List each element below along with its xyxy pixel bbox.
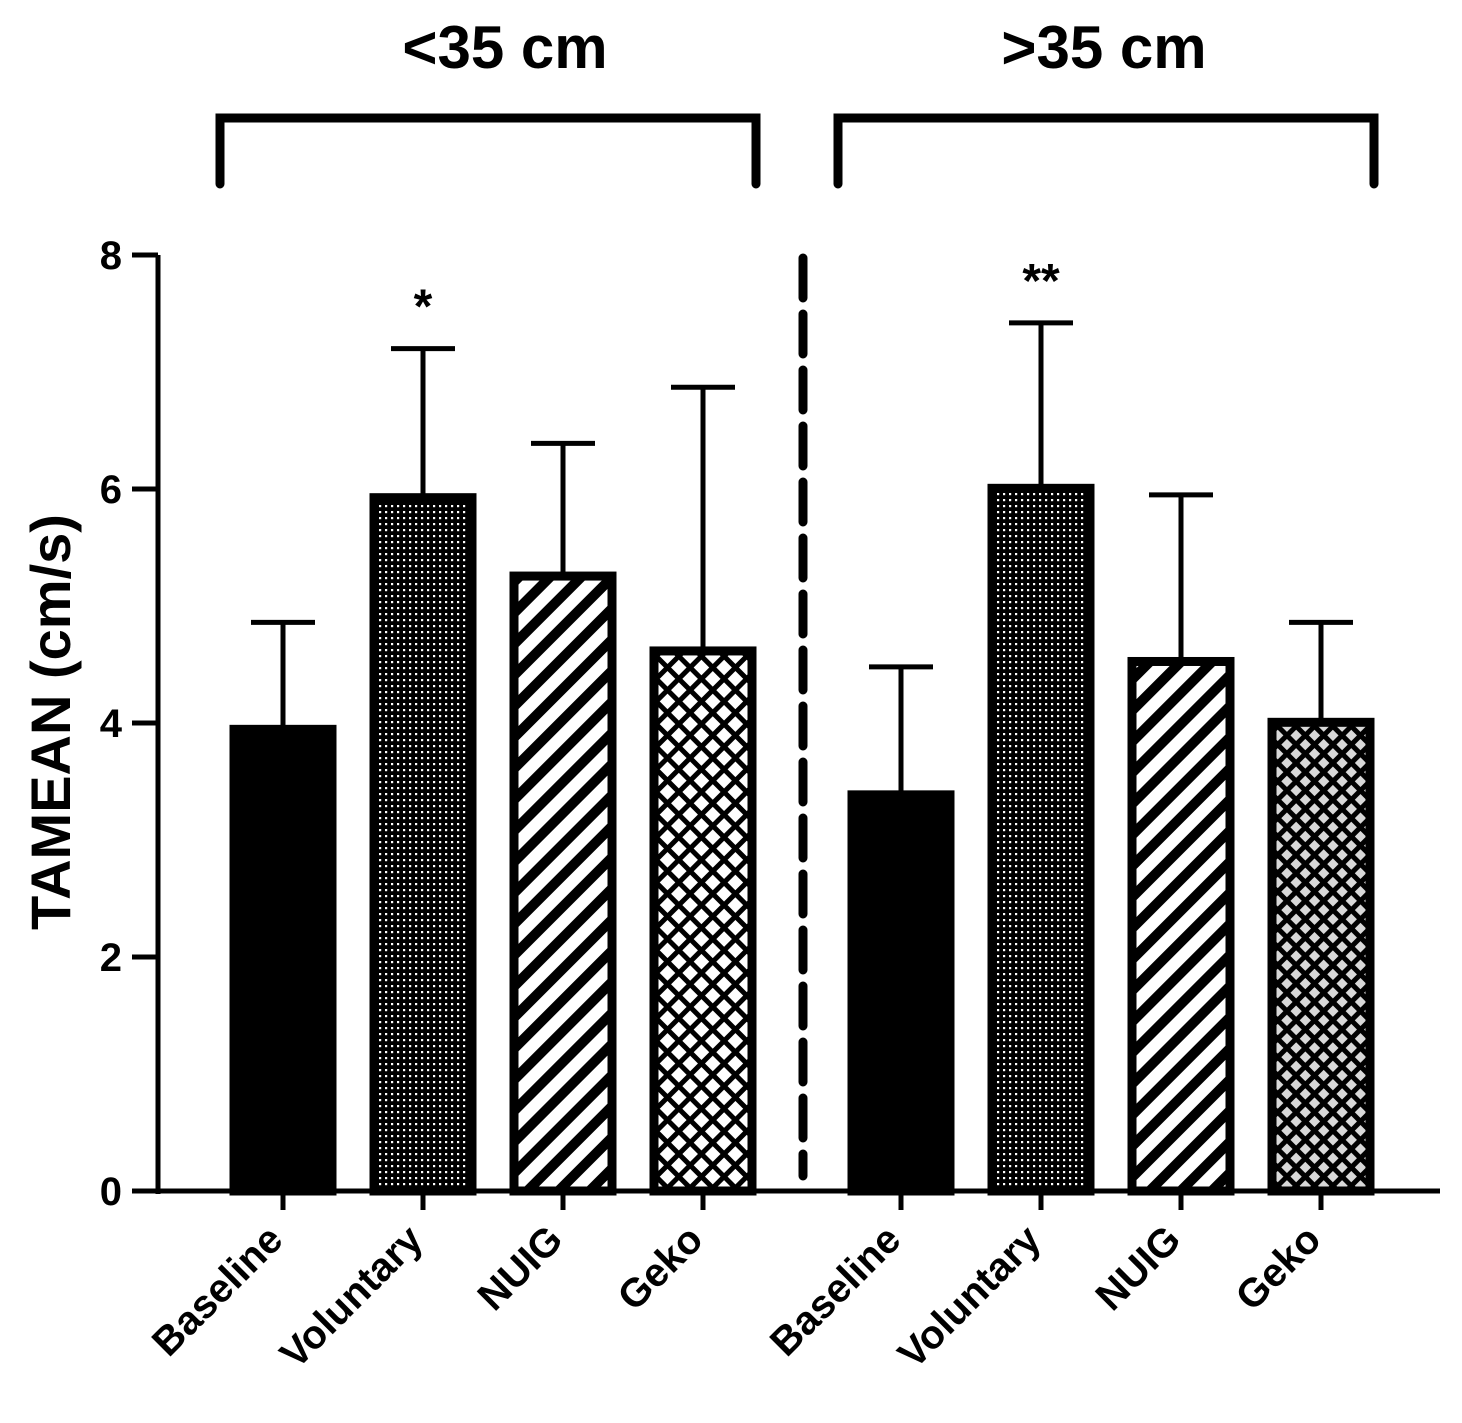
group-label-left: <35 cm [402,14,607,81]
y-tick-label: 0 [100,1170,122,1214]
x-tick-label: NUIG [470,1217,572,1319]
bar-nuig [1127,656,1235,1196]
y-tick-label: 4 [100,702,123,746]
bar-baseline [847,790,955,1196]
bar-voluntary [369,493,477,1196]
x-tick-label: Baseline [144,1217,291,1364]
x-tick-label: Voluntary [890,1217,1050,1377]
x-tick-label: Voluntary [272,1217,432,1377]
bar-nuig [509,571,617,1196]
bar-baseline [229,724,337,1196]
y-tick-label: 8 [100,234,122,278]
bar-geko [1267,717,1375,1196]
y-axis-title: TAMEAN (cm/s) [19,514,82,930]
significance-marker: * [414,281,433,334]
y-tick-label: 6 [100,468,122,512]
bar-voluntary [987,483,1095,1196]
group-label-right: >35 cm [1001,14,1206,81]
x-tick-label: Geko [610,1217,712,1319]
x-tick-label: Baseline [762,1217,909,1364]
group-bracket-left [215,113,761,189]
significance-marker: ** [1022,255,1060,308]
x-tick-label: Geko [1228,1217,1330,1319]
y-tick-label: 2 [100,936,122,980]
bar-geko [649,646,757,1196]
group-bracket-right [833,113,1379,189]
x-tick-label: NUIG [1088,1217,1190,1319]
